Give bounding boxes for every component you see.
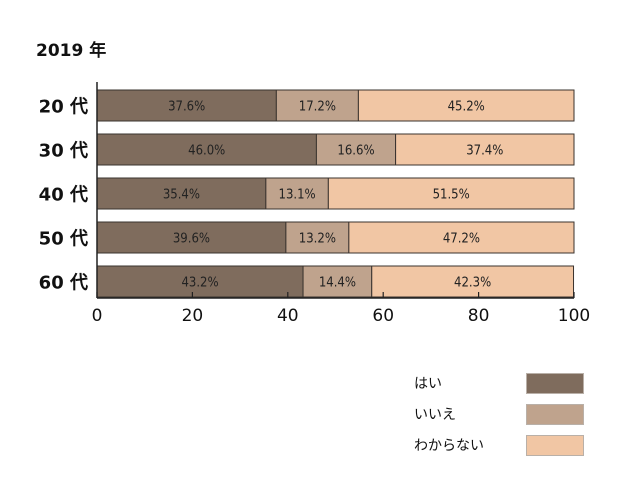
data-label: 35.4% [163, 188, 200, 203]
category-label: 60 代 [39, 273, 88, 294]
bar-segment [285, 221, 350, 254]
data-label: 46.0% [188, 144, 225, 159]
legend-item-yes: はい [414, 372, 584, 394]
legend-item-no: いいえ [414, 403, 584, 425]
data-label: 45.2% [448, 100, 485, 115]
data-label: 17.2% [299, 100, 336, 115]
data-label: 13.1% [279, 188, 316, 203]
data-label: 16.6% [337, 144, 374, 159]
category-label: 50 代 [39, 229, 88, 250]
category-label: 40 代 [39, 185, 88, 206]
bar-segment [265, 177, 329, 210]
x-tick-label: 80 [468, 306, 490, 326]
bar-segment [96, 221, 287, 254]
bar-segment [302, 265, 373, 298]
data-label: 37.6% [168, 100, 205, 115]
data-label: 13.2% [299, 232, 336, 247]
data-label: 37.4% [466, 144, 503, 159]
x-tick-label: 60 [372, 306, 394, 326]
bar-segment [371, 265, 575, 298]
chart-title: 2019 年 [36, 41, 107, 61]
bar-segment [327, 177, 575, 210]
bar-segment [357, 89, 575, 122]
legend-item-unknown: わからない [414, 434, 584, 456]
legend-swatch-unknown [526, 434, 584, 456]
x-tick-label: 0 [92, 306, 103, 326]
x-tick-label: 20 [182, 306, 204, 326]
data-label: 51.5% [433, 188, 470, 203]
bar-segment [395, 133, 575, 166]
x-tick-label: 100 [558, 306, 590, 326]
legend-swatch-no [526, 403, 584, 425]
bar-segment [348, 221, 575, 254]
x-tick-label: 40 [277, 306, 299, 326]
legend-label-unknown: わからない [414, 438, 484, 454]
legend-swatch-yes [526, 372, 584, 394]
legend-label-no: いいえ [414, 407, 456, 423]
data-label: 39.6% [173, 232, 210, 247]
bar-segment [315, 133, 397, 166]
legend: はい いいえ わからない [414, 372, 584, 465]
category-label: 20 代 [39, 97, 88, 118]
legend-label-yes: はい [414, 376, 442, 392]
data-label: 14.4% [319, 276, 356, 291]
data-label: 47.2% [443, 232, 480, 247]
data-label: 43.2% [181, 276, 218, 291]
data-label: 42.3% [454, 276, 491, 291]
category-label: 30 代 [39, 141, 88, 162]
